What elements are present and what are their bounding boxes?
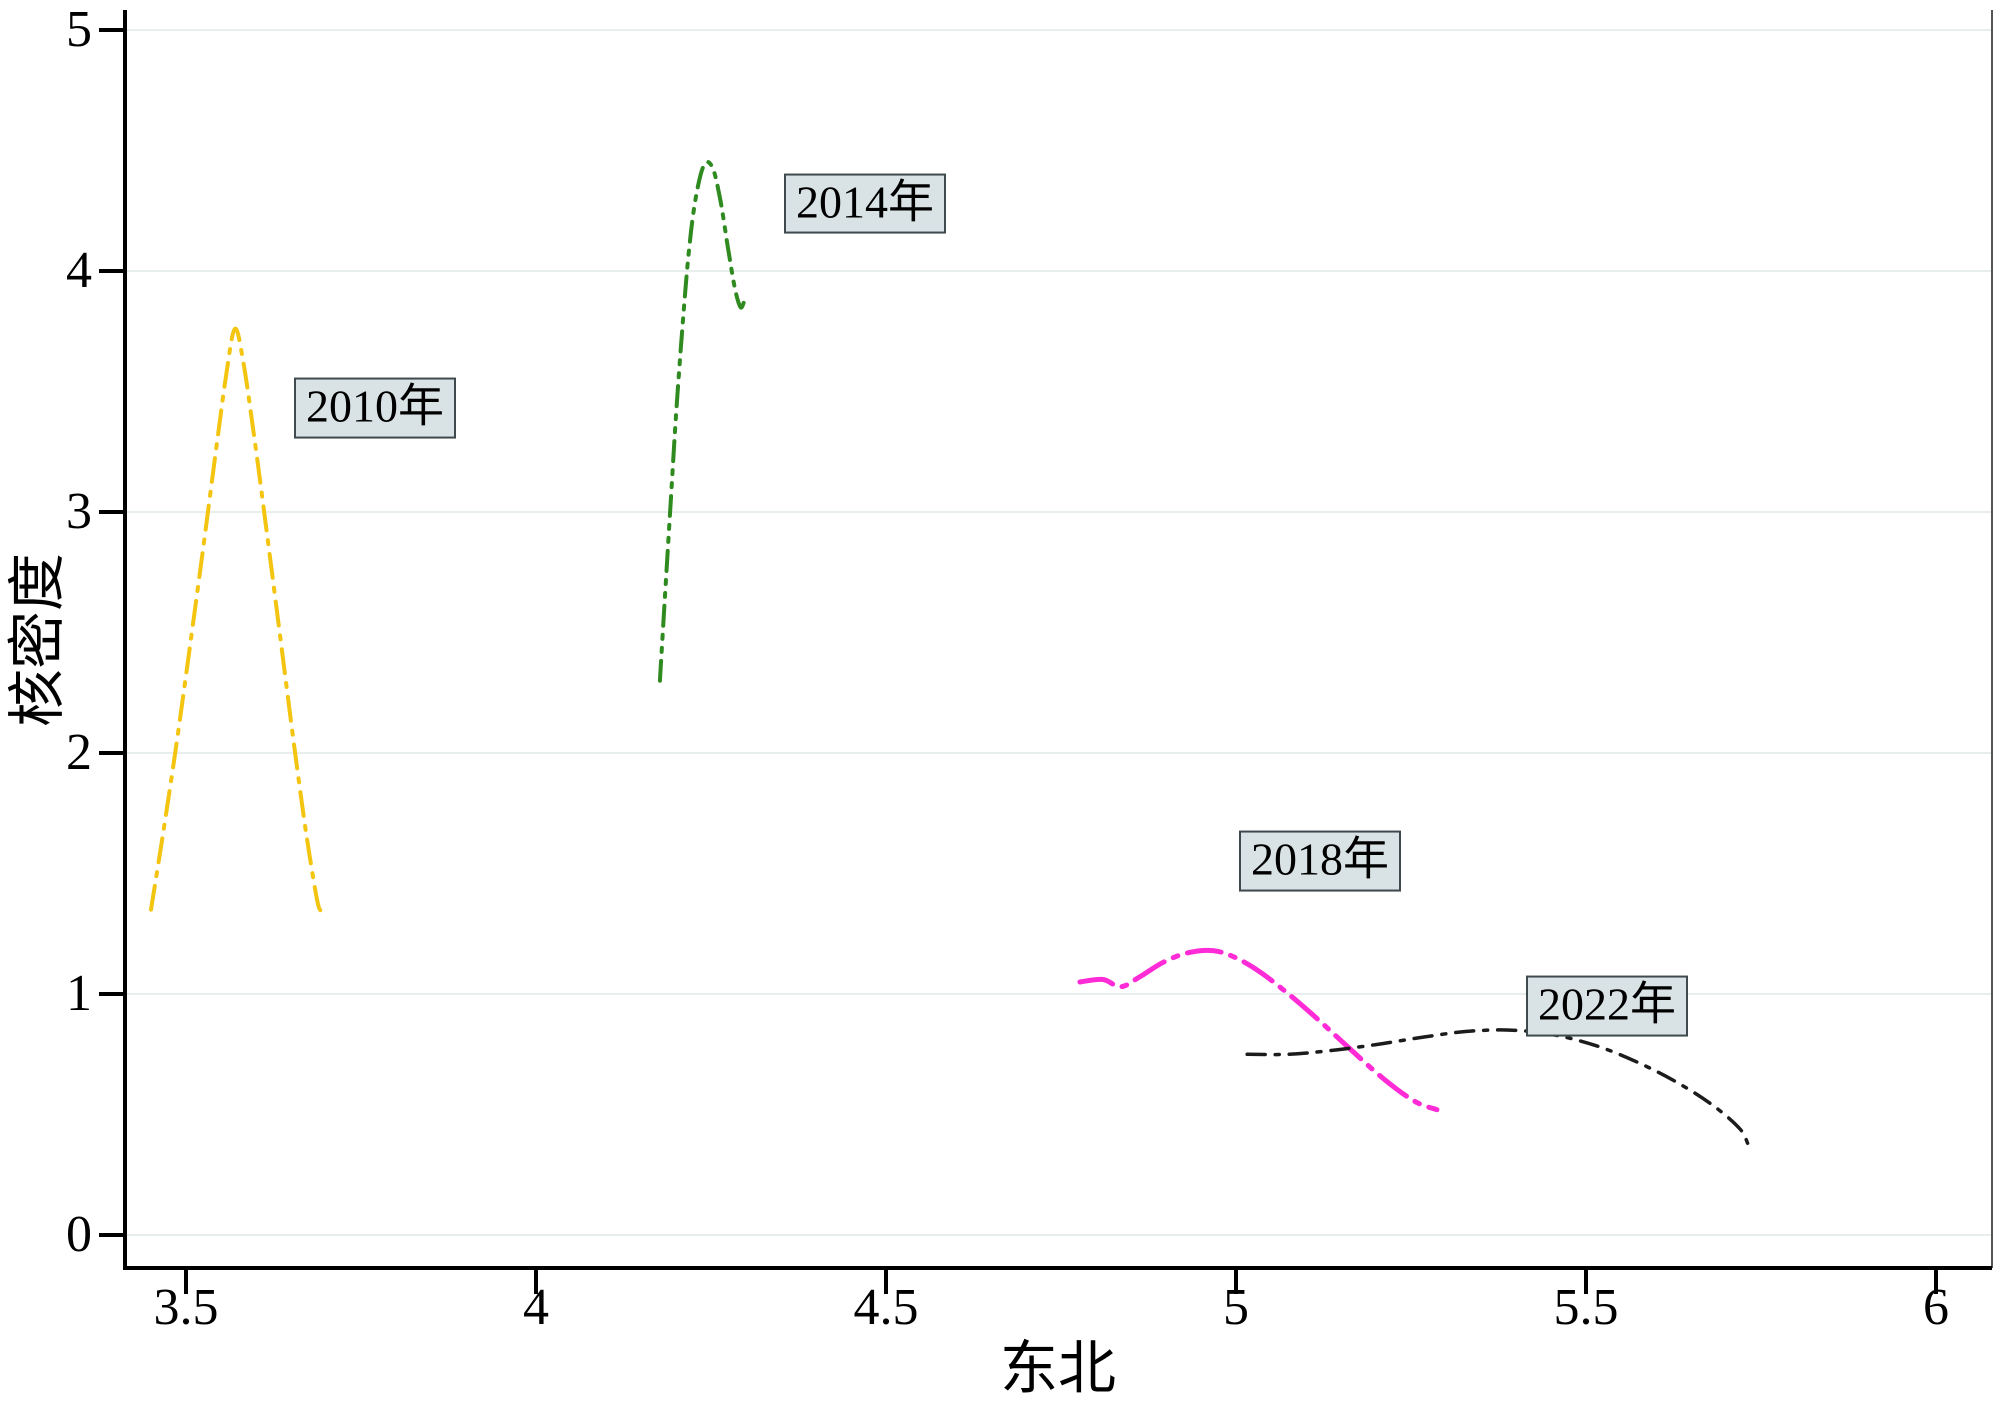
y-tick-label: 1 — [66, 965, 92, 1022]
x-tick-label: 3.5 — [153, 1279, 219, 1336]
series-label-2010: 2010年 — [294, 377, 456, 439]
series-label-2022: 2022年 — [1526, 975, 1688, 1037]
y-tick-label: 0 — [66, 1206, 92, 1263]
density-curve-2018 — [1077, 947, 1440, 1113]
y-tick-label: 3 — [66, 483, 92, 540]
x-tick-label: 6 — [1923, 1279, 1949, 1336]
y-tick-label: 2 — [66, 724, 92, 781]
x-tick-label: 4.5 — [853, 1279, 919, 1336]
series-label-2014: 2014年 — [784, 173, 946, 234]
y-tick-label: 5 — [66, 1, 92, 58]
x-tick-label: 4 — [523, 1279, 549, 1336]
x-tick-label: 5.5 — [1553, 1279, 1619, 1336]
x-tick-label: 5 — [1223, 1279, 1249, 1336]
density-curve-2010 — [149, 326, 324, 913]
density-curve-2014 — [657, 159, 746, 683]
x-axis-title: 东北 — [999, 1336, 1117, 1401]
y-tick-label: 4 — [66, 242, 92, 299]
series-label-2018: 2018年 — [1239, 830, 1401, 892]
y-axis-title: 核密度 — [5, 552, 70, 728]
density-curve-2022 — [1245, 1028, 1750, 1146]
